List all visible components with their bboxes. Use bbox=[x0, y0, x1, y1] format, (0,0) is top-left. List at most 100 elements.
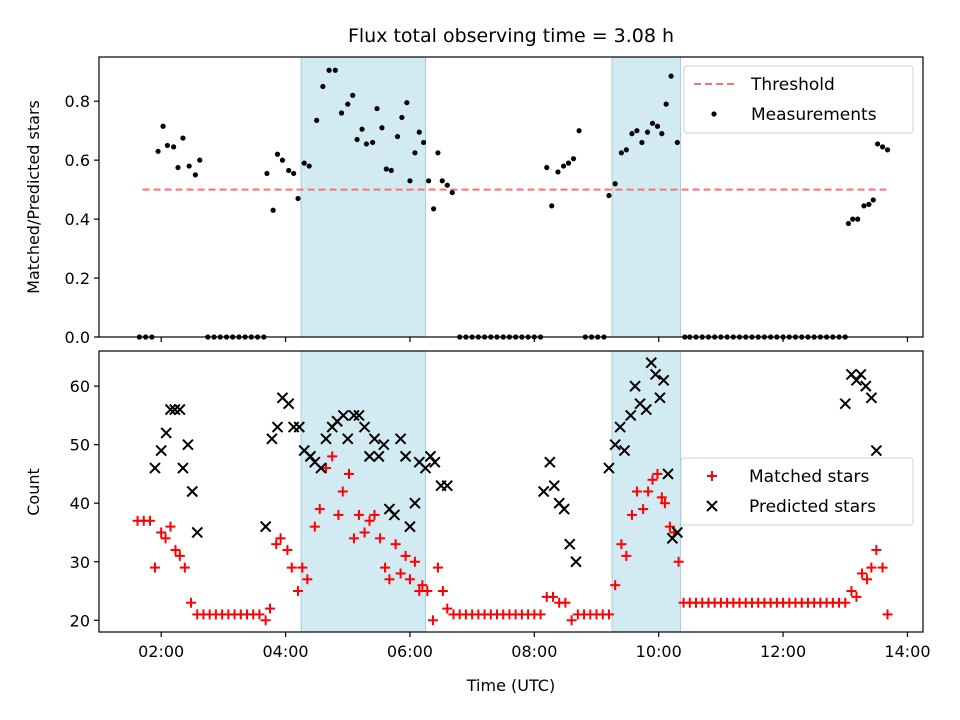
predicted-star-point bbox=[649, 368, 662, 381]
measurement-point bbox=[884, 147, 891, 153]
predicted-star-point bbox=[169, 403, 181, 416]
measurement-point bbox=[404, 100, 410, 106]
measurement-point bbox=[192, 172, 198, 178]
measurement-point bbox=[314, 117, 320, 123]
measurement-point bbox=[332, 67, 338, 73]
matched-star-point bbox=[353, 509, 364, 520]
matched-star-point bbox=[862, 574, 873, 585]
matched-star-point bbox=[442, 603, 453, 614]
matched-star-point bbox=[560, 597, 571, 608]
measurement-point bbox=[606, 192, 612, 199]
predicted-star-point bbox=[282, 397, 295, 410]
measurement-point bbox=[171, 144, 177, 150]
predicted-star-point bbox=[266, 433, 278, 445]
matched-star-point bbox=[535, 609, 546, 620]
measurement-point bbox=[855, 216, 861, 222]
predicted-star-point bbox=[640, 403, 652, 416]
predicted-star-point bbox=[618, 444, 631, 457]
matched-star-point bbox=[265, 603, 276, 614]
measurement-point bbox=[363, 141, 370, 147]
predicted-star-point bbox=[657, 374, 670, 386]
measurement-point bbox=[354, 136, 360, 143]
measurement-point bbox=[654, 123, 661, 129]
measurement-point bbox=[449, 189, 455, 196]
matched-star-point bbox=[626, 509, 637, 520]
predicted-star-point bbox=[363, 450, 376, 463]
matched-star-point bbox=[369, 509, 380, 520]
legend-threshold-label: Threshold bbox=[750, 75, 835, 95]
predicted-star-point bbox=[342, 433, 354, 445]
matched-star-point bbox=[384, 574, 395, 585]
predicted-star-point bbox=[164, 403, 177, 416]
legend-measurements-label: Measurements bbox=[751, 105, 877, 125]
top-y-axis-label: Matched/Predicted stars bbox=[24, 100, 43, 294]
predicted-star-point bbox=[373, 450, 385, 463]
measurement-point bbox=[345, 101, 351, 107]
measurement-point bbox=[160, 123, 166, 129]
predicted-star-point bbox=[388, 509, 401, 521]
matched-star-point bbox=[422, 586, 433, 597]
matched-star-point bbox=[156, 527, 167, 538]
measurement-point bbox=[663, 101, 669, 107]
measurement-point bbox=[629, 131, 635, 137]
matched-star-point bbox=[882, 609, 893, 620]
measurement-point bbox=[644, 129, 651, 135]
measurement-point bbox=[379, 125, 385, 131]
measurement-point bbox=[850, 216, 856, 222]
predicted-star-point bbox=[645, 357, 657, 369]
predicted-star-point bbox=[662, 468, 674, 480]
top-legend: Threshold Measurements bbox=[683, 65, 914, 134]
matched-star-point bbox=[275, 533, 286, 544]
x-tick-label: 08:00 bbox=[511, 642, 557, 661]
matched-star-point bbox=[160, 533, 171, 544]
bottom-panel: 20 30 40 50 60 02:00 04:00 06:00 08:00 10:00 12:0… bbox=[24, 350, 931, 695]
measurement-point bbox=[861, 203, 867, 209]
measurement-point bbox=[649, 120, 656, 126]
matched-star-point bbox=[174, 550, 185, 561]
predicted-star-point bbox=[348, 409, 360, 422]
matched-star-point bbox=[343, 468, 354, 479]
matched-star-point bbox=[170, 545, 181, 556]
matched-star-point bbox=[364, 515, 375, 526]
measurement-point bbox=[279, 157, 286, 163]
measurement-point bbox=[875, 141, 881, 147]
top-y-tick-label: 0.4 bbox=[65, 210, 90, 229]
matched-star-point bbox=[149, 562, 160, 573]
matched-star-point bbox=[851, 591, 862, 602]
matched-star-point bbox=[673, 556, 684, 567]
matched-star-point bbox=[432, 562, 443, 573]
matched-star-point bbox=[664, 521, 675, 532]
legend-matched-label: Matched stars bbox=[749, 467, 869, 487]
matched-star-point bbox=[309, 521, 320, 532]
x-tick-label: 14:00 bbox=[884, 642, 930, 661]
predicted-star-point bbox=[614, 421, 626, 433]
measurement-point bbox=[435, 150, 441, 156]
x-tick-label: 02:00 bbox=[138, 642, 184, 661]
measurement-point bbox=[623, 147, 629, 153]
legend-predicted-label: Predicted stars bbox=[749, 497, 876, 517]
matched-star-point bbox=[840, 597, 851, 608]
matched-star-point bbox=[302, 574, 313, 585]
matched-star-point bbox=[643, 486, 654, 497]
measurement-point bbox=[426, 178, 432, 184]
matched-star-point bbox=[186, 597, 197, 608]
matched-star-point bbox=[333, 509, 344, 520]
measurement-point bbox=[383, 166, 389, 172]
measurement-point bbox=[399, 114, 405, 121]
matched-star-point bbox=[610, 580, 621, 591]
matched-star-point bbox=[877, 562, 888, 573]
predicted-star-point bbox=[368, 433, 381, 445]
bottom-y-tick-label: 20 bbox=[70, 611, 90, 630]
matched-star-point bbox=[348, 533, 359, 544]
bottom-axes-frame bbox=[98, 350, 924, 633]
measurement-point bbox=[612, 181, 618, 187]
predicted-star-point bbox=[860, 380, 872, 392]
matched-star-point bbox=[857, 568, 868, 579]
measurement-point bbox=[359, 126, 365, 132]
matched-star-point bbox=[871, 545, 882, 556]
measurement-point bbox=[394, 133, 401, 140]
matched-star-point bbox=[427, 615, 438, 626]
matched-star-point bbox=[320, 463, 331, 474]
measurement-point bbox=[555, 169, 561, 175]
predicted-star-point bbox=[404, 520, 416, 533]
